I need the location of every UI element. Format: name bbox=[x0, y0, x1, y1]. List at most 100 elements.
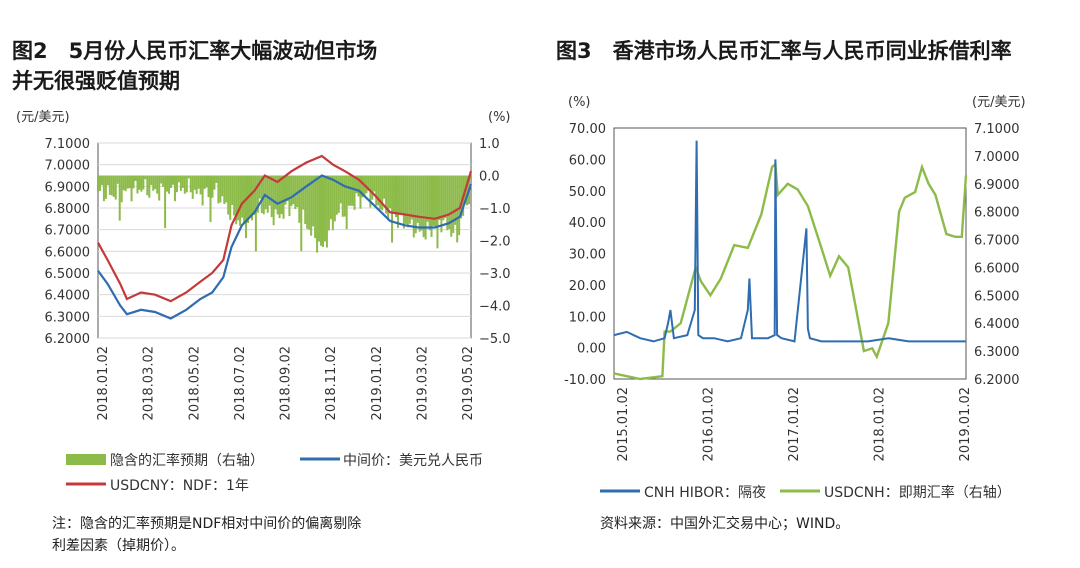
figure2-right-tick-label: −5.0 bbox=[479, 332, 511, 347]
figure2-expectation-bar bbox=[221, 175, 224, 197]
figure2-expectation-bar bbox=[239, 175, 242, 226]
figure2-expectation-bar bbox=[138, 175, 141, 190]
figure2-expectation-bar bbox=[166, 175, 169, 192]
figure3-x-axis-labels: 2015.01.02 2016.01.02 2017.01.02 2018.01.02… bbox=[616, 387, 973, 461]
figure3-left-tick-label: 0.00 bbox=[577, 342, 606, 357]
figure2-expectation-bar bbox=[406, 175, 409, 228]
figure2-expectation-bar bbox=[256, 175, 259, 213]
figure2-expectation-bar bbox=[391, 175, 394, 243]
figure2-expectation-bar bbox=[181, 175, 184, 188]
figure2-expectation-bar bbox=[116, 175, 119, 184]
figure2-expectation-bar bbox=[367, 175, 370, 191]
figure2-expectation-bar bbox=[323, 175, 326, 242]
figure2-expectation-bar bbox=[325, 175, 328, 248]
figure2-expectation-bar bbox=[310, 175, 313, 236]
figure2-expectation-bar bbox=[235, 175, 238, 225]
figure3-right-unit: (元/美元) bbox=[972, 95, 1026, 110]
figure2-expectation-bar bbox=[448, 175, 451, 229]
figure2-legend-swatch-expectation bbox=[66, 454, 106, 465]
figure2-expectation-bar bbox=[185, 175, 188, 193]
figure3-x-tick-label: 2017.01.02 bbox=[787, 387, 802, 461]
figure2-expectation-bar bbox=[398, 175, 401, 214]
figure2-expectation-bar bbox=[420, 175, 423, 231]
figure2-expectation-bar bbox=[193, 175, 196, 190]
figure3-left-axis-labels: 70.00 60.00 50.00 40.00 30.00 20.00 10.00 0.00 -… bbox=[564, 122, 606, 388]
figure2-expectation-bar bbox=[170, 175, 173, 188]
figure2-expectation-bar bbox=[424, 175, 427, 240]
figure3-plot-frame bbox=[613, 127, 967, 380]
figure2-expectation-bar bbox=[270, 175, 273, 218]
figure2-expectation-bar bbox=[400, 175, 403, 215]
figure2-right-tick-label: −4.0 bbox=[479, 300, 511, 315]
figure2-expectation-bar bbox=[160, 175, 163, 184]
figure2-expectation-bar bbox=[292, 175, 295, 205]
figure2-expectation-bar bbox=[134, 175, 137, 181]
figure2-expectation-bar bbox=[308, 175, 311, 230]
figure2-expectation-bar bbox=[171, 175, 174, 185]
figure2-expectation-bar bbox=[108, 175, 111, 195]
figure2-note-line2: 利差因素（掉期价）。 bbox=[52, 538, 185, 554]
figure3-left-tick-label: -10.00 bbox=[564, 373, 606, 388]
figure2-expectation-bar bbox=[385, 175, 388, 214]
figure2-left-tick-label: 7.1000 bbox=[45, 137, 91, 152]
figure2-expectation-bar bbox=[377, 175, 380, 206]
figure2-expectation-bar bbox=[349, 175, 352, 206]
figure2-expectation-bar bbox=[148, 175, 151, 198]
figure2-expectation-bar bbox=[201, 175, 204, 206]
figure2-expectation-bar bbox=[154, 175, 157, 190]
figure2-expectation-bar bbox=[162, 175, 165, 187]
figure2-left-tick-label: 6.5000 bbox=[45, 267, 91, 282]
figure2-expectation-bar bbox=[189, 175, 192, 193]
figure2-expectation-bar bbox=[422, 175, 425, 238]
figure2-title-line2: 并无很强贬值预期 bbox=[12, 69, 180, 93]
figure2-expectation-bar bbox=[286, 175, 289, 202]
figure3-right-tick-label: 6.9000 bbox=[974, 178, 1020, 193]
figure2-expectation-bar bbox=[454, 175, 457, 225]
figure2-expectation-bar bbox=[179, 175, 182, 191]
figure2-expectation-bar bbox=[264, 175, 267, 210]
figure2-expectation-bar bbox=[233, 175, 236, 216]
figure2-expectation-bar bbox=[276, 175, 279, 215]
figure3-right-tick-label: 7.0000 bbox=[974, 150, 1020, 165]
figure2-x-tick-label: 2019.03.02 bbox=[415, 346, 430, 420]
figure2-expectation-bar bbox=[450, 175, 453, 237]
figure2-x-tick-label: 2018.07.02 bbox=[233, 346, 248, 420]
figure2-x-tick-label: 2019.05.02 bbox=[461, 346, 476, 420]
figure2-expectation-bar bbox=[438, 175, 441, 220]
figure2-right-tick-label: 1.0 bbox=[479, 137, 500, 152]
figure2-expectation-bar bbox=[430, 175, 433, 237]
figure2-expectation-bar bbox=[426, 175, 429, 222]
figure3-right-tick-label: 7.1000 bbox=[974, 122, 1020, 137]
figure2-expectation-bar bbox=[320, 175, 323, 246]
figure2-expectation-bar bbox=[156, 175, 159, 194]
figure2-expectation-bar bbox=[100, 175, 103, 186]
figure2-right-tick-label: 0.0 bbox=[479, 170, 500, 185]
figure2-expectation-bar bbox=[106, 175, 109, 186]
figure2-expectation-bar bbox=[203, 175, 206, 190]
figure2-expectation-bar bbox=[312, 175, 315, 227]
figure3-right-tick-label: 6.6000 bbox=[974, 261, 1020, 276]
figure3-left-tick-label: 20.00 bbox=[569, 279, 606, 294]
figure2-left-tick-label: 6.6000 bbox=[45, 245, 91, 260]
figure2-expectation-bar bbox=[132, 175, 135, 189]
figure2-expectation-bar bbox=[466, 175, 469, 206]
figure3-x-tick-label: 2019.01.02 bbox=[958, 387, 973, 461]
figure2-left-tick-label: 6.2000 bbox=[45, 332, 91, 347]
figure2-expectation-bar bbox=[446, 175, 449, 231]
figure2-expectation-bar bbox=[136, 175, 139, 194]
figure2-expectation-bar bbox=[241, 175, 244, 218]
figure2-expectation-bar bbox=[245, 175, 248, 239]
figure2-expectation-bar bbox=[442, 175, 445, 221]
figure2-expectation-bar bbox=[215, 175, 218, 183]
figure2-expectation-bar bbox=[337, 175, 340, 213]
figure2-title-line1: 图2 5月份人民币汇率大幅波动但市场 bbox=[12, 39, 378, 63]
figure2-expectation-bar bbox=[375, 175, 378, 206]
figure2-expectation-bar bbox=[243, 175, 246, 223]
figure2-expectation-bar bbox=[140, 175, 143, 192]
figure2-expectation-bar bbox=[246, 175, 249, 223]
figure2-expectation-bar bbox=[408, 175, 411, 224]
figure2-expectation-bar bbox=[335, 175, 338, 215]
figure2-expectation-bar bbox=[102, 175, 105, 202]
figure3-left-tick-label: 10.00 bbox=[569, 310, 606, 325]
